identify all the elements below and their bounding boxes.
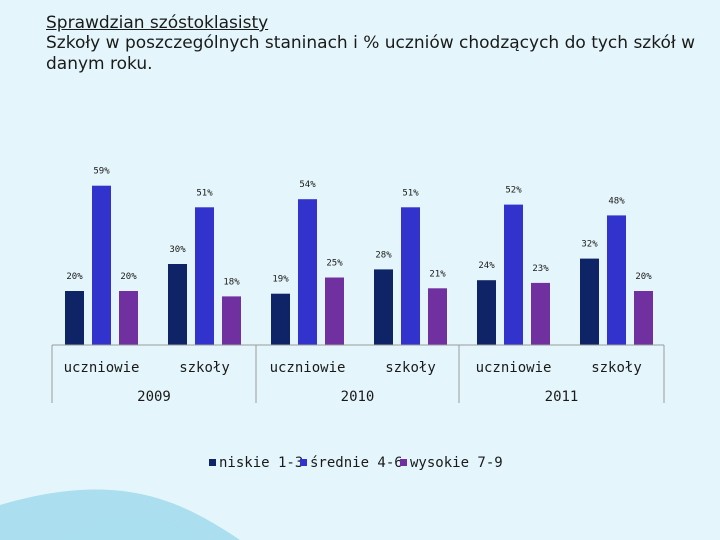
bar (607, 215, 626, 345)
bar (271, 293, 290, 345)
bar (298, 199, 317, 345)
bar (195, 207, 214, 345)
bar (65, 291, 84, 345)
bar (325, 277, 344, 345)
data-label: 54% (299, 180, 316, 190)
data-label: 51% (196, 188, 213, 198)
slide-title: Sprawdzian szóstoklasisty (46, 13, 269, 33)
data-label: 21% (429, 269, 446, 279)
data-label: 20% (120, 272, 137, 282)
bar (168, 264, 187, 345)
legend-label: niskie 1-3 (219, 455, 303, 471)
legend-label: średnie 4-6 (310, 455, 403, 471)
legend-label: wysokie 7-9 (410, 455, 503, 471)
bar (119, 291, 138, 345)
data-label: 20% (635, 272, 652, 282)
data-label: 32% (581, 240, 598, 250)
bar (428, 288, 447, 345)
x-tick-label: uczniowie (476, 360, 552, 376)
legend-swatch (209, 459, 216, 466)
x-tick-label: szkoły (385, 360, 436, 376)
data-label: 19% (272, 275, 289, 285)
data-label: 52% (505, 186, 522, 196)
bar (634, 291, 653, 345)
slide-heading: Sprawdzian szóstoklasisty Szkoły w poszc… (46, 13, 706, 75)
bar (580, 258, 599, 345)
data-label: 18% (223, 277, 240, 287)
bar (374, 269, 393, 345)
data-label: 24% (478, 261, 495, 271)
bar (222, 296, 241, 345)
x-tick-label: szkoły (179, 360, 230, 376)
bar (504, 204, 523, 345)
data-label: 59% (93, 167, 110, 177)
data-label: 51% (402, 188, 419, 198)
data-label: 23% (532, 264, 549, 274)
data-label: 30% (169, 245, 186, 255)
x-tick-label: uczniowie (270, 360, 346, 376)
year-label: 2009 (137, 389, 171, 405)
data-label: 20% (66, 272, 83, 282)
x-tick-label: szkoły (591, 360, 642, 376)
year-label: 2010 (341, 389, 375, 405)
x-tick-label: uczniowie (64, 360, 140, 376)
data-label: 48% (608, 196, 625, 206)
bar (92, 185, 111, 345)
data-label: 25% (326, 259, 343, 269)
legend-swatch (400, 459, 407, 466)
data-label: 28% (375, 250, 392, 260)
bar (531, 282, 550, 345)
year-label: 2011 (545, 389, 579, 405)
bar (401, 207, 420, 345)
bar (477, 280, 496, 345)
legend-swatch (300, 459, 307, 466)
slide-subtitle: Szkoły w poszczególnych staninach i % uc… (46, 33, 696, 74)
